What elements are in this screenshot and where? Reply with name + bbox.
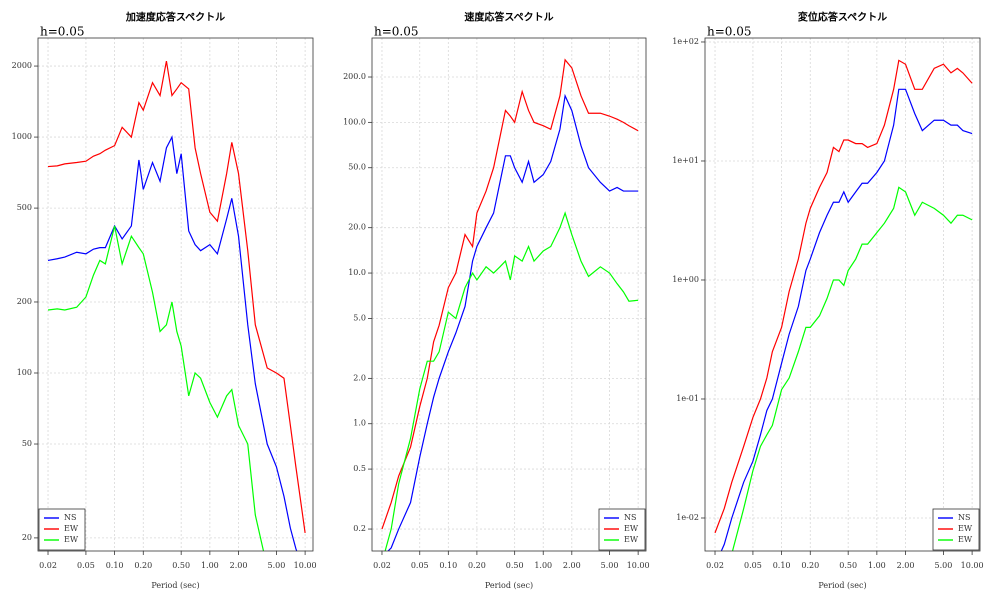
x-tick-label: 5.00 — [935, 561, 953, 570]
y-tick-label: 1e-01 — [676, 394, 699, 403]
x-tick-label: 0.20 — [801, 561, 819, 570]
y-tick-label: 1e+01 — [672, 156, 699, 165]
x-axis-label: Period (sec) — [818, 581, 866, 590]
x-tick-label: 0.02 — [706, 561, 724, 570]
legend-label: NS — [624, 513, 636, 522]
x-tick-label: 0.10 — [439, 561, 457, 570]
legend-label: NS — [958, 513, 970, 522]
y-tick-label: 200 — [17, 297, 32, 306]
series-line — [381, 58, 639, 530]
y-tick-label: 50.0 — [348, 163, 366, 172]
y-tick-label: 5.0 — [353, 313, 366, 322]
y-tick-label: 1e+00 — [672, 275, 699, 284]
x-tick-label: 0.50 — [172, 561, 190, 570]
y-tick-label: 200.0 — [343, 72, 366, 81]
lines — [47, 60, 306, 551]
series-line — [47, 225, 265, 551]
y-tick-label: 2.0 — [353, 373, 366, 382]
panel: 変位応答スペクトル 0.02 0.05 0.10 0.20 0.50 1.00 2.00 5.0… — [672, 11, 984, 591]
x-tick-label: 0.20 — [134, 561, 152, 570]
x-tick-label: 10.00 — [294, 561, 317, 570]
x-tick-label: 5.00 — [601, 561, 619, 570]
panel: 加速度応答スペクトル 0.02 0.05 0.10 0.20 0.50 1.00 2.00 5.… — [12, 11, 317, 591]
legend-label: EW — [64, 524, 79, 533]
x-tick-label: 2.00 — [897, 561, 915, 570]
y-tick-label: 0.5 — [353, 464, 366, 473]
x-tick-label: 0.50 — [506, 561, 524, 570]
x-tick-label: 0.05 — [744, 561, 762, 570]
x-tick-label: 0.05 — [77, 561, 95, 570]
x-tick-label: 0.02 — [373, 561, 391, 570]
y-tick-label: 500 — [17, 203, 32, 212]
plot-frame — [37, 37, 314, 552]
y-tick-label: 1e-02 — [676, 513, 699, 522]
chart-title: 速度応答スペクトル — [464, 11, 553, 24]
y-tick-label: 1000 — [12, 132, 32, 141]
y-tick-label: 100 — [17, 368, 32, 377]
legend-label: EW — [624, 524, 639, 533]
y-tick-label: 50 — [22, 439, 32, 448]
plot-frame — [704, 37, 981, 552]
series-line — [47, 60, 306, 533]
x-tick-label: 0.02 — [39, 561, 57, 570]
annotation: h=0.05 — [374, 25, 419, 39]
x-axis-label: Period (sec) — [485, 581, 533, 590]
series-line — [714, 59, 973, 534]
series-line — [47, 135, 298, 551]
y-tick-label: 10.0 — [348, 268, 366, 277]
annotation: h=0.05 — [40, 25, 85, 39]
x-tick-label: 1.00 — [534, 561, 552, 570]
x-tick-label: 10.00 — [961, 561, 984, 570]
x-tick-label: 0.10 — [106, 561, 124, 570]
annotation: h=0.05 — [707, 25, 752, 39]
x-tick-label: 10.00 — [627, 561, 650, 570]
legend-label: EW — [64, 535, 79, 544]
y-tick-label: 1e+02 — [672, 37, 699, 46]
x-tick-label: 1.00 — [201, 561, 219, 570]
legend-label: NS — [64, 513, 76, 522]
x-tick-label: 0.10 — [773, 561, 791, 570]
chart-title: 変位応答スペクトル — [798, 11, 887, 24]
x-tick-label: 1.00 — [868, 561, 886, 570]
plot-frame — [371, 37, 647, 552]
y-tick-label: 0.2 — [353, 524, 366, 533]
x-axis-label: Period (sec) — [151, 581, 199, 590]
series-line — [720, 88, 973, 551]
lines — [381, 58, 639, 551]
y-tick-label: 2000 — [12, 61, 32, 70]
chart-title: 加速度応答スペクトル — [125, 11, 225, 24]
y-tick-label: 100.0 — [343, 117, 366, 126]
x-tick-label: 5.00 — [268, 561, 286, 570]
x-tick-label: 0.50 — [839, 561, 857, 570]
x-tick-label: 2.00 — [230, 561, 248, 570]
panel: 速度応答スペクトル 0.02 0.05 0.10 0.20 0.50 1.00 2.00 5.0… — [343, 11, 650, 591]
legend-label: EW — [958, 535, 973, 544]
legend-label: EW — [958, 524, 973, 533]
legend-label: EW — [624, 535, 639, 544]
series-line — [387, 93, 639, 551]
x-tick-label: 0.20 — [468, 561, 486, 570]
y-tick-label: 20 — [22, 533, 32, 542]
series-line — [731, 186, 973, 551]
y-tick-label: 20.0 — [348, 223, 366, 232]
lines — [714, 59, 973, 551]
series-line — [384, 211, 639, 551]
x-tick-label: 0.05 — [411, 561, 429, 570]
x-tick-label: 2.00 — [563, 561, 581, 570]
y-tick-label: 1.0 — [353, 419, 366, 428]
